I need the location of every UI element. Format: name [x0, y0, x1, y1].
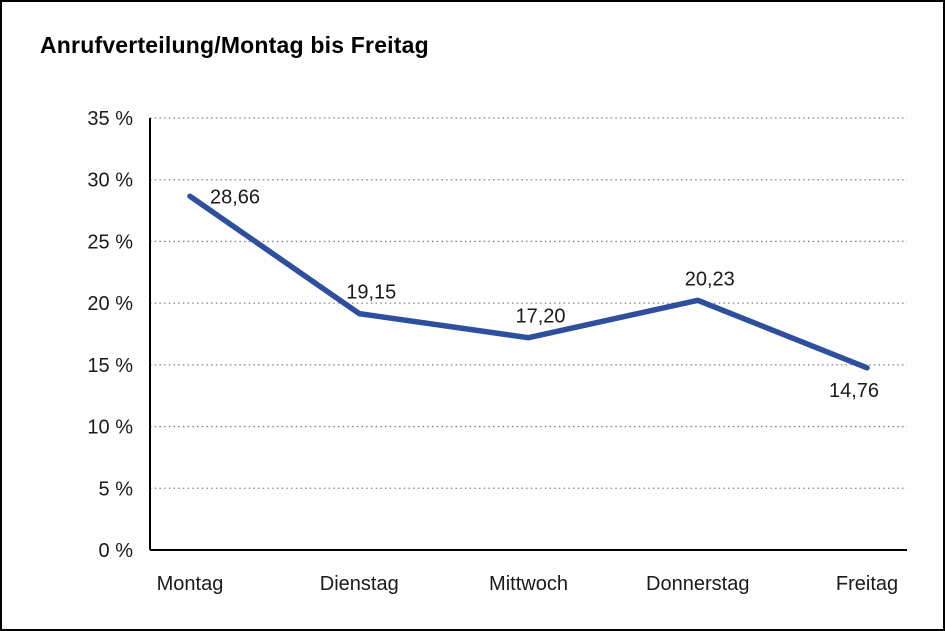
- data-point-label: 17,20: [515, 306, 565, 328]
- y-tick-label: 20 %: [87, 293, 133, 315]
- x-category-label: Mittwoch: [489, 573, 568, 595]
- x-category-label: Montag: [157, 573, 224, 595]
- data-point-label: 28,66: [210, 186, 260, 208]
- x-category-label: Dienstag: [320, 573, 399, 595]
- data-line: [187, 193, 870, 371]
- y-tick-label: 10 %: [87, 417, 133, 439]
- y-tick-label: 0 %: [99, 540, 134, 562]
- x-category-label: Donnerstag: [646, 573, 749, 595]
- y-tick-label: 30 %: [87, 170, 133, 192]
- y-tick-label: 5 %: [99, 478, 134, 500]
- chart-title: Anrufverteilung/Montag bis Freitag: [40, 32, 429, 58]
- y-tick-label: 35 %: [87, 108, 133, 130]
- data-point-label: 19,15: [346, 282, 396, 304]
- y-tick-label: 15 %: [87, 355, 133, 377]
- data-point-label: 20,23: [685, 268, 735, 290]
- data-point-label: 14,76: [829, 380, 879, 402]
- y-tick-label: 25 %: [87, 231, 133, 253]
- x-category-label: Freitag: [836, 573, 898, 595]
